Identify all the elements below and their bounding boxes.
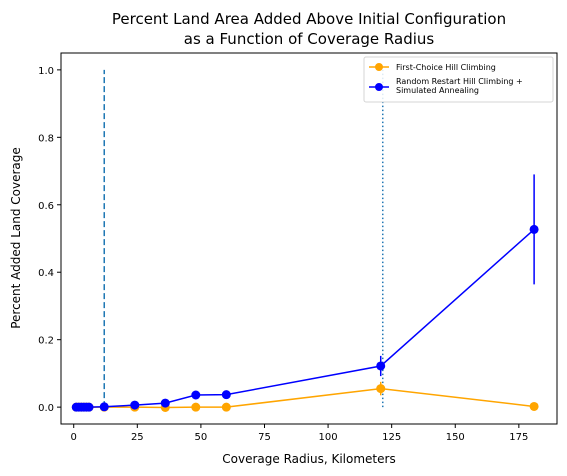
x-axis-label: Coverage Radius, Kilometers xyxy=(222,452,395,466)
series-2-point xyxy=(221,390,231,400)
x-tick-label: 50 xyxy=(195,432,208,443)
legend-box xyxy=(363,56,554,103)
x-tick-label: 100 xyxy=(319,432,338,443)
y-axis-label: Percent Added Land Coverage xyxy=(9,147,23,329)
x-tick-label: 25 xyxy=(131,432,144,443)
chart-title-line-1: Percent Land Area Added Above Initial Co… xyxy=(112,10,506,28)
series-2-line xyxy=(76,228,535,408)
legend-label-series-2-line-2: Simulated Annealing xyxy=(396,86,479,95)
y-tick-label: 0.4 xyxy=(38,268,54,279)
plot-frame xyxy=(60,52,558,425)
y-tick-label: 1.0 xyxy=(38,66,54,77)
legend-label-series-2-line-1: Random Restart Hill Climbing + xyxy=(396,77,523,86)
series-2-point xyxy=(191,390,201,400)
x-tick-label: 175 xyxy=(509,432,528,443)
series-1-point xyxy=(376,384,386,394)
legend-marker-series-1 xyxy=(375,63,383,71)
series-2 xyxy=(71,174,539,412)
series-2-point xyxy=(160,398,170,408)
series-1-point xyxy=(191,402,201,412)
series-2-point xyxy=(376,361,386,371)
series-2-point xyxy=(99,402,109,412)
x-tick-label: 75 xyxy=(258,432,271,443)
series-2-point xyxy=(529,224,539,234)
legend-marker-series-2 xyxy=(375,83,383,91)
legend-label-series-2: Random Restart Hill Climbing + Simulated… xyxy=(396,77,525,95)
x-tick-label: 0 xyxy=(71,432,77,443)
legend-label-series-1: First-Choice Hill Climbing xyxy=(396,63,496,72)
series-2-point xyxy=(130,400,140,410)
y-tick-label: 0.0 xyxy=(38,403,54,414)
y-axis: 0.0 0.2 0.4 0.6 0.8 1.0 xyxy=(38,66,61,414)
plot-area xyxy=(71,69,539,412)
x-axis: 0 25 50 75 100 125 150 175 xyxy=(71,424,528,443)
series-1 xyxy=(71,381,539,412)
x-tick-label: 125 xyxy=(382,432,401,443)
chart-title-line-2: as a Function of Coverage Radius xyxy=(184,30,435,48)
series-1-point xyxy=(221,402,231,412)
legend: First-Choice Hill Climbing Random Restar… xyxy=(363,56,554,103)
series-1-point xyxy=(529,401,539,411)
y-tick-label: 0.6 xyxy=(38,201,54,212)
chart-title: Percent Land Area Added Above Initial Co… xyxy=(112,10,506,48)
series-2-point xyxy=(84,402,94,412)
y-tick-label: 0.2 xyxy=(38,336,54,347)
x-tick-label: 150 xyxy=(446,432,465,443)
y-tick-label: 0.8 xyxy=(38,133,54,144)
